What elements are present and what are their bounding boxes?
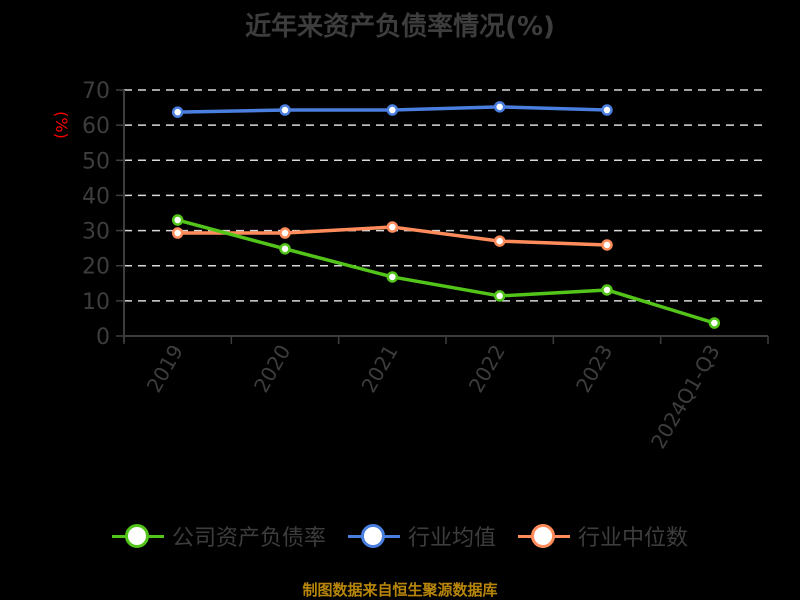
data-point[interactable]: [601, 239, 613, 251]
y-tick-label: 70: [82, 79, 110, 104]
data-point[interactable]: [386, 104, 399, 116]
data-point[interactable]: [386, 271, 399, 283]
data-point[interactable]: [493, 290, 506, 302]
legend-marker-icon: [518, 524, 570, 548]
y-tick-label: 10: [82, 290, 110, 315]
data-point[interactable]: [386, 221, 399, 233]
y-tick-label: 30: [82, 220, 110, 245]
line-chart: 0 10 20 30 40 50 60 70 2019 2020 2021 2022 2023 2024…: [52, 79, 769, 453]
x-tick-label: 2024Q1-Q3: [646, 341, 725, 453]
legend-label: 公司资产负债率: [171, 526, 326, 551]
legend-item-industry-median[interactable]: 行业中位数: [518, 520, 688, 552]
data-source-note: 制图数据来自恒生聚源数据库: [302, 581, 498, 599]
chart-title: 近年来资产负债率情况(%): [245, 12, 555, 42]
y-tick-label: 0: [96, 325, 110, 350]
y-axis-ticks: 0 10 20 30 40 50 60 70: [82, 79, 124, 350]
series-2: [171, 221, 613, 251]
y-tick-label: 50: [82, 149, 110, 174]
legend-item-industry-avg[interactable]: 行业均值: [347, 520, 496, 552]
x-axis-ticks: 2019 2020 2021 2022 2023 2024Q1-Q3: [123, 336, 769, 453]
data-point[interactable]: [708, 317, 721, 329]
data-point[interactable]: [601, 104, 613, 116]
legend-item-company[interactable]: 公司资产负债率: [111, 520, 326, 552]
data-point[interactable]: [171, 106, 184, 118]
axes: [123, 90, 768, 342]
data-series: [171, 101, 721, 329]
x-tick-label: 2019: [142, 341, 188, 397]
data-point[interactable]: [601, 284, 613, 296]
legend-marker-icon: [347, 524, 400, 548]
x-tick-label: 2021: [356, 341, 402, 397]
series-0: [171, 214, 721, 329]
x-tick-label: 2023: [571, 341, 617, 397]
data-point[interactable]: [493, 101, 506, 113]
series-1: [171, 101, 613, 118]
data-point[interactable]: [279, 243, 291, 255]
y-tick-label: 20: [82, 255, 110, 280]
data-point[interactable]: [171, 214, 184, 226]
data-point[interactable]: [493, 235, 506, 247]
legend-label: 行业均值: [407, 526, 496, 551]
x-tick-label: 2022: [464, 340, 510, 396]
legend: 公司资产负债率 行业均值 行业中位数: [0, 520, 800, 552]
legend-label: 行业中位数: [578, 526, 689, 551]
y-axis-label: (%): [52, 111, 71, 139]
y-tick-label: 60: [82, 114, 110, 139]
data-point[interactable]: [279, 227, 291, 239]
x-tick-label: 2020: [249, 341, 295, 397]
legend-marker-icon: [111, 524, 164, 548]
gridlines: [124, 89, 768, 302]
y-tick-label: 40: [82, 184, 110, 209]
data-point[interactable]: [171, 227, 184, 239]
data-point[interactable]: [279, 104, 291, 116]
